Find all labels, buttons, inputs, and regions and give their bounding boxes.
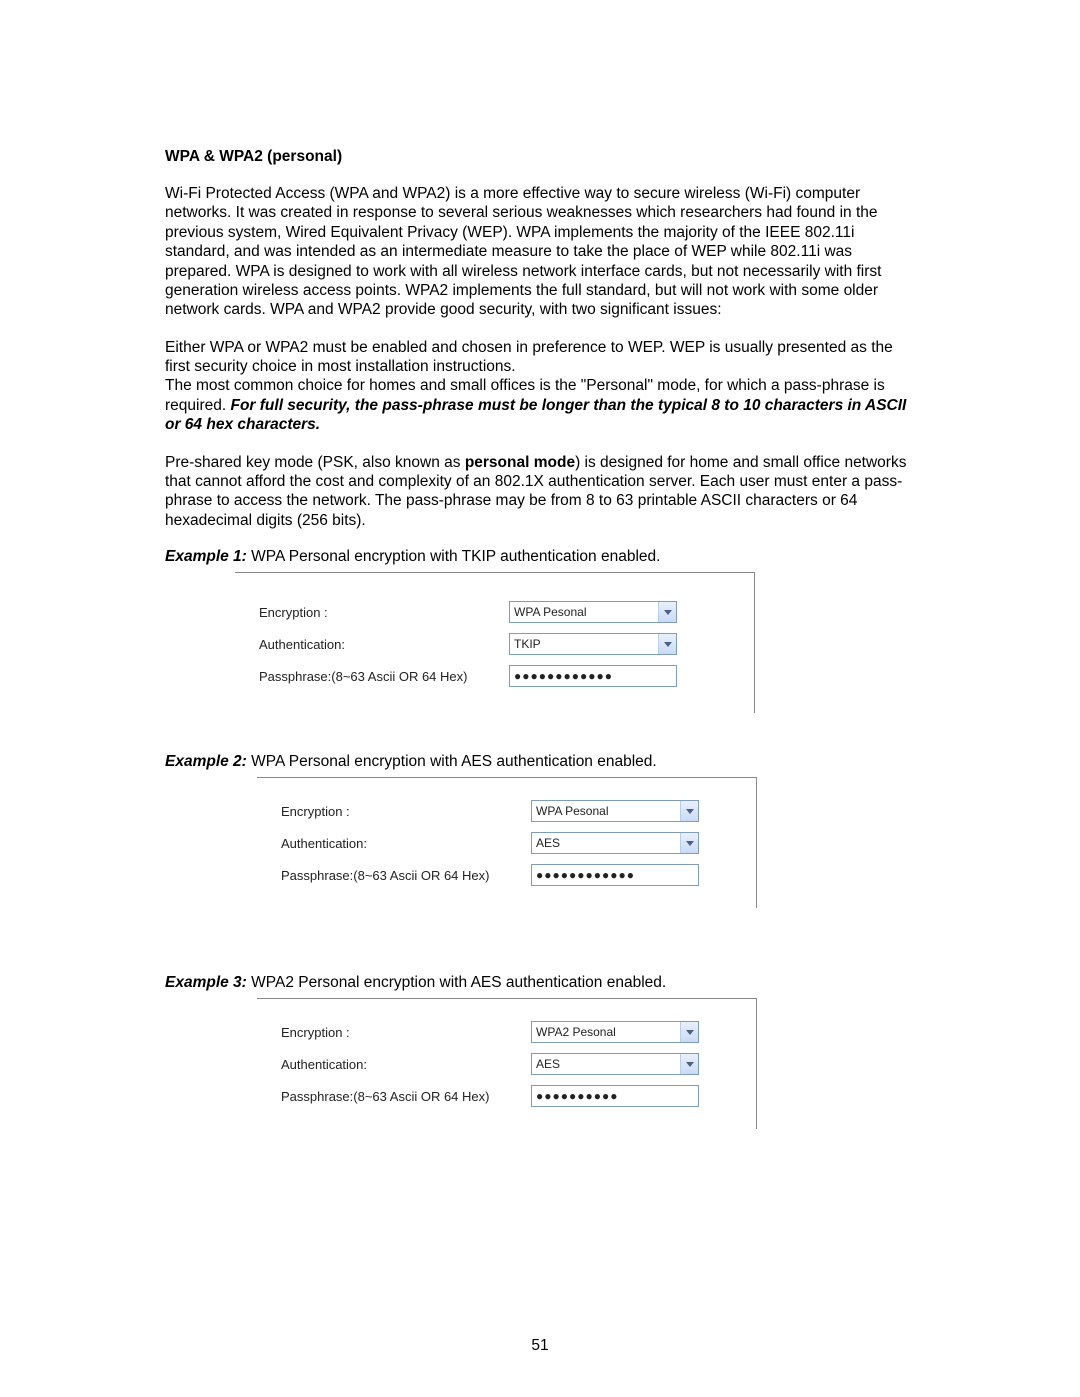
section-heading: WPA & WPA2 (personal) (165, 148, 920, 166)
chevron-down-icon (680, 1054, 698, 1074)
auth-select[interactable]: AES (531, 1053, 699, 1075)
paragraph-psk: Pre-shared key mode (PSK, also known as … (165, 453, 920, 531)
example1-label: Example 1: (165, 548, 247, 565)
label-encryption: Encryption : (281, 1025, 531, 1040)
example2-label: Example 2: (165, 753, 247, 770)
row-pass: Passphrase:(8~63 Ascii OR 64 Hex) ●●●●●●… (281, 864, 732, 886)
example1-caption: Example 1: WPA Personal encryption with … (165, 548, 920, 566)
row-auth: Authentication: AES (281, 832, 732, 854)
encryption-select[interactable]: WPA2 Pesonal (531, 1021, 699, 1043)
example1-text: WPA Personal encryption with TKIP authen… (247, 548, 661, 565)
auth-value: AES (531, 1053, 699, 1075)
encryption-select[interactable]: WPA Pesonal (531, 800, 699, 822)
chevron-down-icon (680, 833, 698, 853)
label-auth: Authentication: (259, 637, 509, 652)
row-pass: Passphrase:(8~63 Ascii OR 64 Hex) ●●●●●●… (259, 665, 730, 687)
auth-value: AES (531, 832, 699, 854)
psk-mode: personal mode (465, 454, 575, 471)
paragraph-intro: Wi-Fi Protected Access (WPA and WPA2) is… (165, 184, 920, 320)
example2-form: Encryption : WPA Pesonal Authentication:… (257, 777, 757, 908)
encryption-value: WPA Pesonal (531, 800, 699, 822)
example3-text: WPA2 Personal encryption with AES authen… (247, 974, 666, 991)
row-encryption: Encryption : WPA Pesonal (281, 800, 732, 822)
example2-caption: Example 2: WPA Personal encryption with … (165, 753, 920, 771)
example3-form: Encryption : WPA2 Pesonal Authentication… (257, 998, 757, 1129)
row-auth: Authentication: AES (281, 1053, 732, 1075)
document-page: WPA & WPA2 (personal) Wi-Fi Protected Ac… (0, 0, 1080, 1397)
passphrase-input[interactable]: ●●●●●●●●●● (531, 1085, 699, 1107)
row-encryption: Encryption : WPA Pesonal (259, 601, 730, 623)
label-pass: Passphrase:(8~63 Ascii OR 64 Hex) (259, 669, 509, 684)
label-auth: Authentication: (281, 1057, 531, 1072)
label-auth: Authentication: (281, 836, 531, 851)
security-note: For full security, the pass-phrase must … (165, 397, 906, 433)
row-pass: Passphrase:(8~63 Ascii OR 64 Hex) ●●●●●●… (281, 1085, 732, 1107)
row-encryption: Encryption : WPA2 Pesonal (281, 1021, 732, 1043)
psk-text-a: Pre-shared key mode (PSK, also known as (165, 454, 465, 471)
label-pass: Passphrase:(8~63 Ascii OR 64 Hex) (281, 868, 531, 883)
label-encryption: Encryption : (259, 605, 509, 620)
example1-form: Encryption : WPA Pesonal Authentication:… (235, 572, 755, 713)
issues-text-a: Either WPA or WPA2 must be enabled and c… (165, 339, 893, 375)
encryption-value: WPA2 Pesonal (531, 1021, 699, 1043)
example2-text: WPA Personal encryption with AES authent… (247, 753, 657, 770)
label-encryption: Encryption : (281, 804, 531, 819)
page-number: 51 (0, 1337, 1080, 1355)
chevron-down-icon (680, 801, 698, 821)
auth-select[interactable]: AES (531, 832, 699, 854)
encryption-value: WPA Pesonal (509, 601, 677, 623)
encryption-select[interactable]: WPA Pesonal (509, 601, 677, 623)
chevron-down-icon (658, 634, 676, 654)
passphrase-input[interactable]: ●●●●●●●●●●●● (531, 864, 699, 886)
example3-caption: Example 3: WPA2 Personal encryption with… (165, 974, 920, 992)
passphrase-input[interactable]: ●●●●●●●●●●●● (509, 665, 677, 687)
auth-value: TKIP (509, 633, 677, 655)
example3-label: Example 3: (165, 974, 247, 991)
chevron-down-icon (680, 1022, 698, 1042)
chevron-down-icon (658, 602, 676, 622)
label-pass: Passphrase:(8~63 Ascii OR 64 Hex) (281, 1089, 531, 1104)
row-auth: Authentication: TKIP (259, 633, 730, 655)
auth-select[interactable]: TKIP (509, 633, 677, 655)
paragraph-issues: Either WPA or WPA2 must be enabled and c… (165, 338, 920, 435)
